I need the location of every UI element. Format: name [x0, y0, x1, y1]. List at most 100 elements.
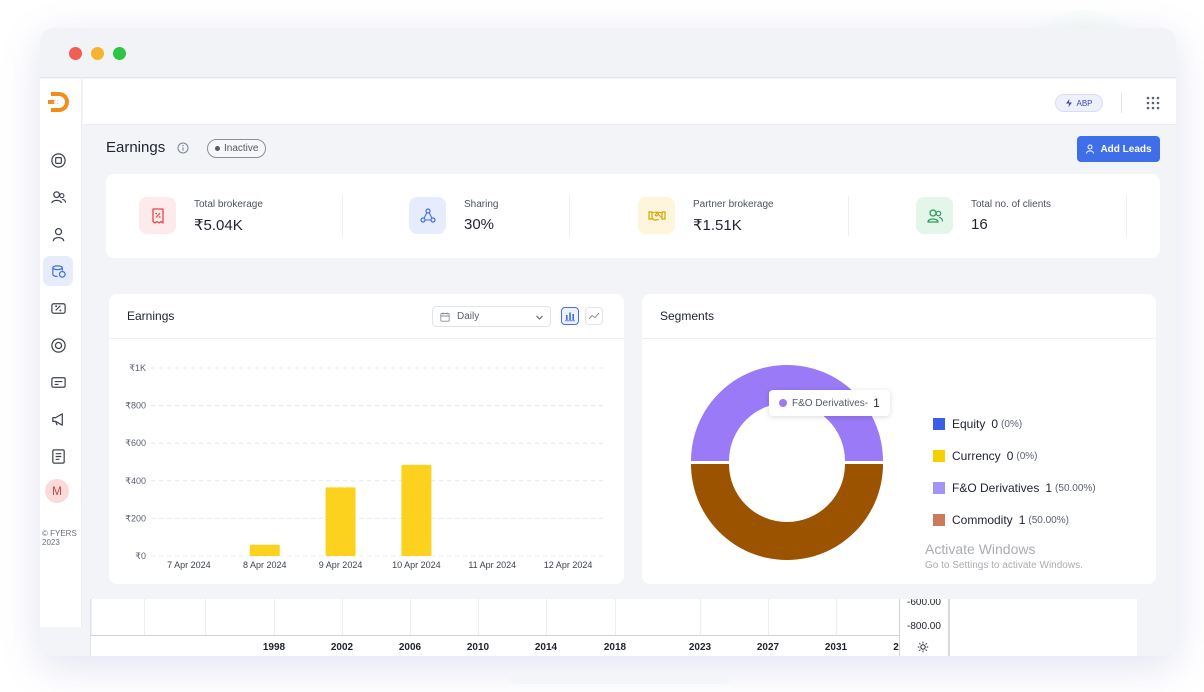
price-axis-label: -600.00: [907, 599, 941, 608]
sidebar-item-users[interactable]: [43, 182, 73, 212]
bar-chart-icon: [565, 312, 575, 322]
bar: [401, 464, 432, 556]
legend-name: Equity: [952, 417, 986, 431]
chart-gridline: [546, 599, 547, 635]
legend-count: 1: [1018, 513, 1026, 527]
stat-sharing: Sharing 30%: [376, 174, 626, 258]
share-nodes-icon: [419, 207, 436, 223]
y-tick-label: ₹200: [125, 513, 146, 523]
time-axis-year: 1998: [262, 642, 286, 653]
add-leads-button[interactable]: Add Leads: [1077, 136, 1160, 162]
time-axis-year: 2006: [398, 642, 422, 653]
topbar: ABP: [83, 79, 1176, 125]
user-icon: [52, 227, 64, 241]
bar: [325, 487, 356, 556]
price-axis-border: [899, 599, 900, 656]
sidebar-item-user[interactable]: [43, 219, 73, 249]
avatar[interactable]: M: [45, 479, 69, 503]
period-select[interactable]: Daily: [432, 306, 551, 327]
sidebar-item-support[interactable]: [43, 330, 73, 360]
segments-panel-title: Segments: [660, 309, 715, 323]
scroll-indicator[interactable]: [510, 675, 730, 684]
legend-item-equity[interactable]: Equity 0 (0%): [933, 408, 1096, 440]
legend-count: 1: [1045, 481, 1053, 495]
stat-divider: [569, 196, 570, 236]
bar-chart-toggle[interactable]: [561, 307, 579, 325]
segments-donut-chart: [691, 365, 883, 560]
sidebar-item-earnings[interactable]: [43, 256, 73, 286]
chart-gridline: [836, 599, 837, 635]
x-tick-label: 7 Apr 2024: [167, 560, 211, 570]
chart-gridline: [700, 599, 701, 635]
x-tick-label: 11 Apr 2024: [468, 560, 516, 570]
time-axis-year: 2023: [688, 642, 712, 653]
sidebar: M © FYERS 2023: [40, 79, 82, 627]
dashboard-icon: [50, 152, 66, 168]
report-icon: [51, 448, 65, 464]
legend-name: Commodity: [952, 513, 1013, 527]
apps-grid-icon[interactable]: [1146, 96, 1160, 110]
legend-percent: (0%): [1016, 450, 1038, 462]
y-tick-label: ₹400: [125, 476, 146, 486]
sidebar-item-cards[interactable]: [43, 367, 73, 397]
window-titlebar: [40, 28, 1176, 78]
add-leads-label: Add Leads: [1100, 143, 1152, 155]
stat-total-brokerage: Total brokerage ₹5.04K: [106, 174, 356, 258]
overlay-price-chart: -600.00 -800.00 1998 2002 2006 2010 2014 2018…: [90, 599, 1137, 656]
info-icon[interactable]: [177, 142, 189, 154]
brokerage-icon: [50, 302, 66, 314]
sidebar-item-dashboard[interactable]: [43, 145, 73, 175]
y-tick-label: ₹0: [135, 551, 146, 561]
stats-card: Total brokerage ₹5.04K Sharing 30% Partn…: [106, 174, 1160, 258]
sidebar-item-reports[interactable]: [43, 441, 73, 471]
chart-gridline: [768, 599, 769, 635]
stat-icon-wrap: [638, 197, 675, 234]
stat-value: 16: [971, 216, 988, 233]
earnings-panel-title: Earnings: [127, 309, 175, 323]
legend-count: 0: [1006, 449, 1014, 463]
y-tick-label: ₹800: [125, 401, 146, 411]
maximize-window-button[interactable]: [113, 47, 126, 60]
legend-percent: (0%): [1001, 418, 1023, 430]
app-window: M © FYERS 2023 ABP Earnings Inactive Add…: [40, 28, 1176, 656]
stat-divider: [848, 196, 849, 236]
chart-gridline: [144, 599, 145, 635]
time-axis-year: 2018: [603, 642, 627, 653]
chart-tooltip: F&O Derivatives- 1: [769, 390, 890, 416]
stat-label: Total no. of clients: [971, 199, 1052, 210]
legend-count: 0: [991, 417, 999, 431]
price-axis-edge: [948, 599, 950, 656]
stat-value: 30%: [464, 216, 495, 233]
minimize-window-button[interactable]: [91, 47, 104, 60]
chevron-down-icon: [536, 315, 543, 320]
card-icon: [50, 376, 66, 388]
gear-icon[interactable]: [917, 641, 929, 653]
legend-swatch: [933, 514, 945, 526]
legend-name: F&O Derivatives: [952, 481, 1040, 495]
time-axis-year: 2010: [466, 642, 490, 653]
line-chart-icon: [588, 312, 600, 320]
abp-badge[interactable]: ABP: [1055, 94, 1103, 112]
user-add-icon: [1086, 144, 1095, 154]
sidebar-item-brokerage[interactable]: [43, 293, 73, 323]
earnings-panel: Earnings Daily ₹0 ₹200 ₹400 ₹600 ₹800 ₹1K 7 Ap…: [109, 294, 624, 584]
fyers-logo-icon[interactable]: [45, 89, 71, 115]
legend-item-fno-derivatives[interactable]: F&O Derivatives 1 (50.00%): [933, 472, 1096, 504]
legend-percent: (50.00%): [1028, 514, 1069, 526]
time-axis-year: 2: [893, 642, 899, 653]
price-axis-label: -800.00: [907, 621, 941, 632]
time-axis-year: 2014: [534, 642, 558, 653]
chart-gridline: [478, 599, 479, 635]
legend-item-commodity[interactable]: Commodity 1 (50.00%): [933, 504, 1096, 536]
stat-icon-wrap: [916, 197, 953, 234]
time-axis-year: 2002: [330, 642, 354, 653]
earnings-bar-chart: ₹0 ₹200 ₹400 ₹600 ₹800 ₹1K 7 Apr 2024 8 Apr 202…: [125, 363, 606, 570]
sidebar-item-campaigns[interactable]: [43, 404, 73, 434]
x-tick-label: 10 Apr 2024: [392, 560, 441, 570]
segments-legend: Equity 0 (0%) Currency 0 (0%) F&O Deriva…: [933, 408, 1096, 536]
line-chart-toggle[interactable]: [585, 307, 603, 325]
legend-swatch: [933, 482, 945, 494]
tooltip-value: 1: [873, 396, 880, 410]
close-window-button[interactable]: [69, 47, 82, 60]
legend-item-currency[interactable]: Currency 0 (0%): [933, 440, 1096, 472]
